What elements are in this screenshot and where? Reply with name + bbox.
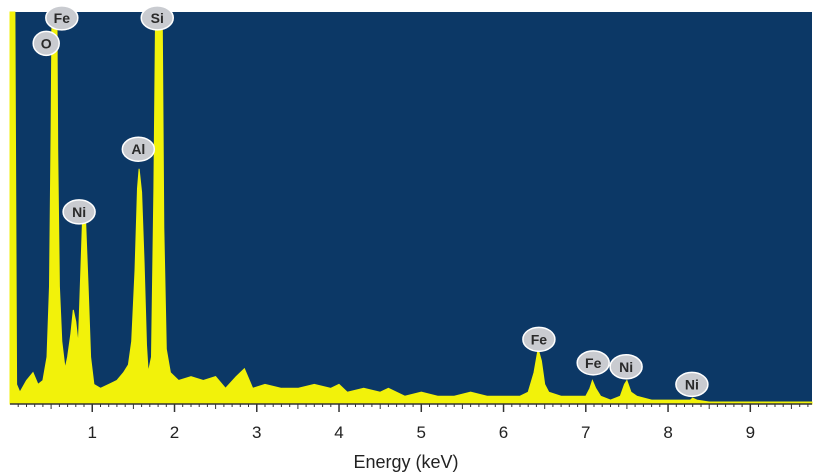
peak-label-badge: [675, 371, 709, 398]
x-tick-label: 8: [663, 423, 672, 442]
x-tick-label: 6: [499, 423, 508, 442]
x-tick-label: 4: [334, 423, 343, 442]
x-tick-label: 5: [417, 423, 426, 442]
peak-label-text: Fe: [585, 355, 602, 371]
peak-label: Si: [140, 5, 174, 31]
peak-label-text: Al: [131, 141, 145, 157]
peak-label-text: Fe: [531, 331, 548, 347]
peak-label-badge: [576, 350, 610, 376]
peak-label-text: O: [41, 35, 52, 51]
x-tick-label: 9: [746, 423, 755, 442]
x-axis-title: Energy (keV): [353, 452, 458, 472]
peak-label: Fe: [522, 326, 556, 353]
peak-label-badge: [32, 30, 60, 57]
x-tick-label: 1: [88, 423, 97, 442]
spectrum-area: [9, 11, 813, 405]
peak-label-text: Fe: [54, 10, 71, 26]
peak-label-badge: [121, 136, 156, 162]
peak-label: O: [32, 30, 60, 57]
peak-label-text: Ni: [685, 376, 699, 392]
x-tick-label: 3: [252, 423, 261, 442]
peak-label: Fe: [576, 350, 610, 376]
peak-label-badge: [62, 199, 96, 225]
peak-label-badge: [522, 326, 556, 353]
peak-label: Ni: [675, 371, 709, 398]
x-tick-label: 7: [581, 423, 590, 442]
peak-label: Al: [121, 136, 156, 162]
peak-label-text: Ni: [619, 359, 633, 375]
peak-label-badge: [45, 5, 79, 31]
peak-label-badge: [609, 354, 643, 380]
plot-background: [10, 12, 812, 404]
x-tick-label: 2: [170, 423, 179, 442]
peak-label: Ni: [609, 354, 643, 380]
x-axis: 1 2 3 4 5 6 7 8 9: [10, 403, 812, 442]
peak-label-text: Si: [151, 10, 164, 26]
peak-label: Ni: [62, 199, 96, 225]
peak-label-badge: [140, 5, 174, 31]
peak-label: Fe: [45, 5, 79, 31]
peak-label-text: Ni: [72, 204, 86, 220]
